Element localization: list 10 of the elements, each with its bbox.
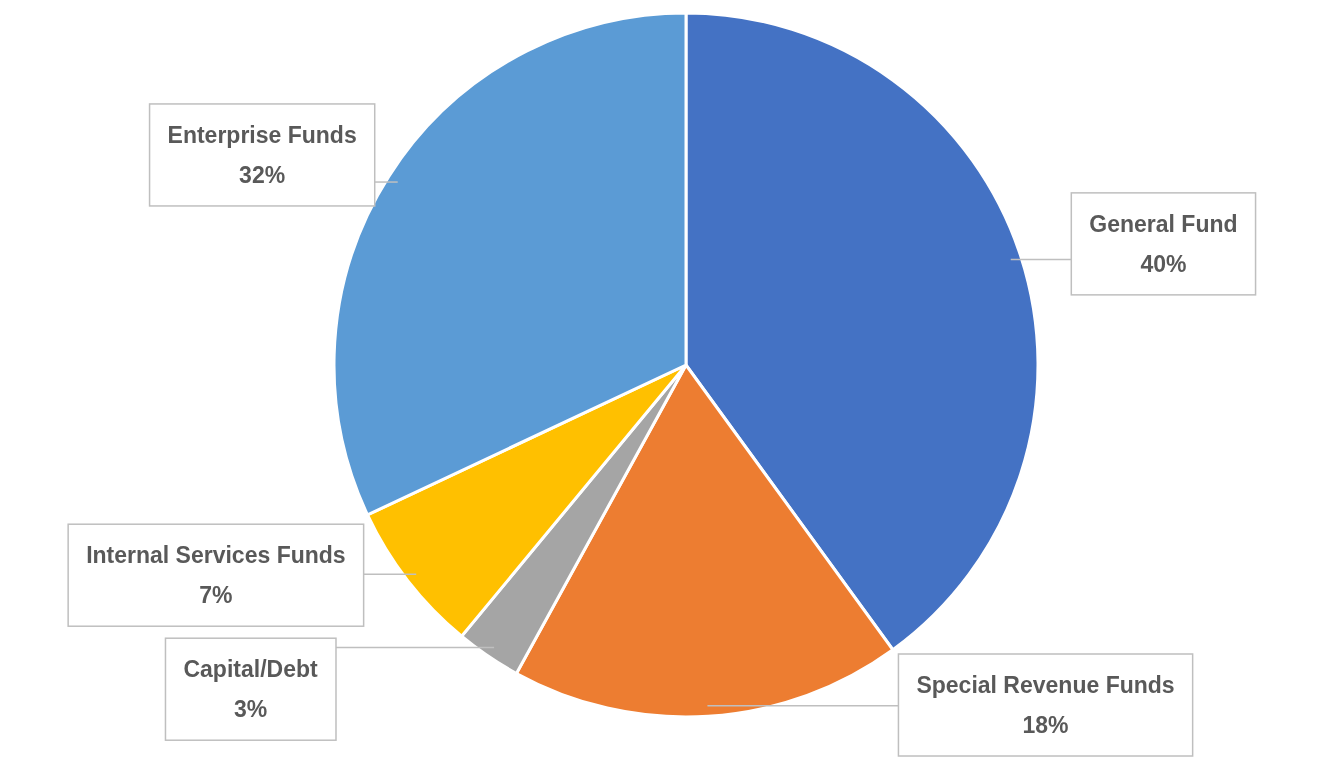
data-label: 7% [199,582,233,609]
slice-label: Enterprise Funds [167,121,357,148]
data-label: 40% [1140,250,1187,277]
slice-label: General Fund [1089,210,1238,237]
data-label: 3% [233,696,268,723]
data-label: 18% [1022,712,1069,738]
slice-label: Capital/Debt [183,656,318,683]
data-label: 32% [239,161,286,188]
slice-label: Special Revenue Funds [916,672,1175,698]
slice-label: Internal Services Funds [86,542,346,569]
